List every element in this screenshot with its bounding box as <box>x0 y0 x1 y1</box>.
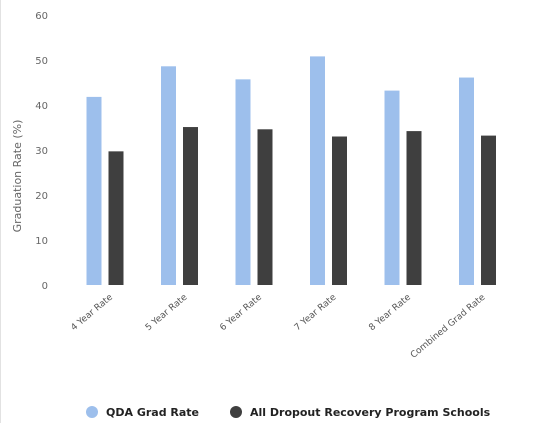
bar-all-dropout-recovery <box>406 131 422 285</box>
x-tick-label: 5 Year Rate <box>144 292 190 333</box>
x-axis-ticks: 4 Year Rate 5 Year Rate 6 Year Rate 7 Year … <box>69 292 487 360</box>
y-tick-label: 10 <box>35 236 48 247</box>
legend-marker-qda <box>86 406 98 418</box>
y-axis-label: Graduation Rate (%) <box>11 120 24 233</box>
x-tick-label: 8 Year Rate <box>367 292 413 333</box>
bar-qda-grad-rate <box>86 96 102 286</box>
x-tick-label: Combined Grad Rate <box>409 292 488 360</box>
bar-qda-grad-rate <box>384 90 400 285</box>
x-tick-label: 6 Year Rate <box>218 292 264 333</box>
y-axis-ticks: 0 10 20 30 40 50 60 <box>35 11 48 292</box>
bar-qda-grad-rate <box>459 77 474 285</box>
x-tick-label: 7 Year Rate <box>293 292 339 333</box>
bar-qda-grad-rate <box>310 56 325 286</box>
y-tick-label: 0 <box>42 281 48 292</box>
bar-qda-grad-rate <box>161 66 176 285</box>
bars <box>86 56 496 286</box>
y-tick-label: 60 <box>35 11 48 22</box>
bar-all-dropout-recovery <box>332 136 347 285</box>
x-tick-label: 4 Year Rate <box>69 292 115 333</box>
bar-all-dropout-recovery <box>257 129 273 285</box>
bar-all-dropout-recovery <box>108 151 124 285</box>
legend-label: All Dropout Recovery Program Schools <box>250 406 491 419</box>
y-tick-label: 40 <box>35 101 48 112</box>
bar-qda-grad-rate <box>235 79 251 285</box>
legend-label: QDA Grad Rate <box>106 406 199 419</box>
y-tick-label: 20 <box>35 191 48 202</box>
bar-all-dropout-recovery <box>481 135 496 285</box>
left-border <box>0 0 1 423</box>
bar-all-dropout-recovery <box>183 127 198 285</box>
y-tick-label: 30 <box>35 146 48 157</box>
y-tick-label: 50 <box>35 56 48 67</box>
legend: QDA Grad Rate All Dropout Recovery Progra… <box>86 406 491 419</box>
legend-marker-all-dropout <box>230 406 242 418</box>
